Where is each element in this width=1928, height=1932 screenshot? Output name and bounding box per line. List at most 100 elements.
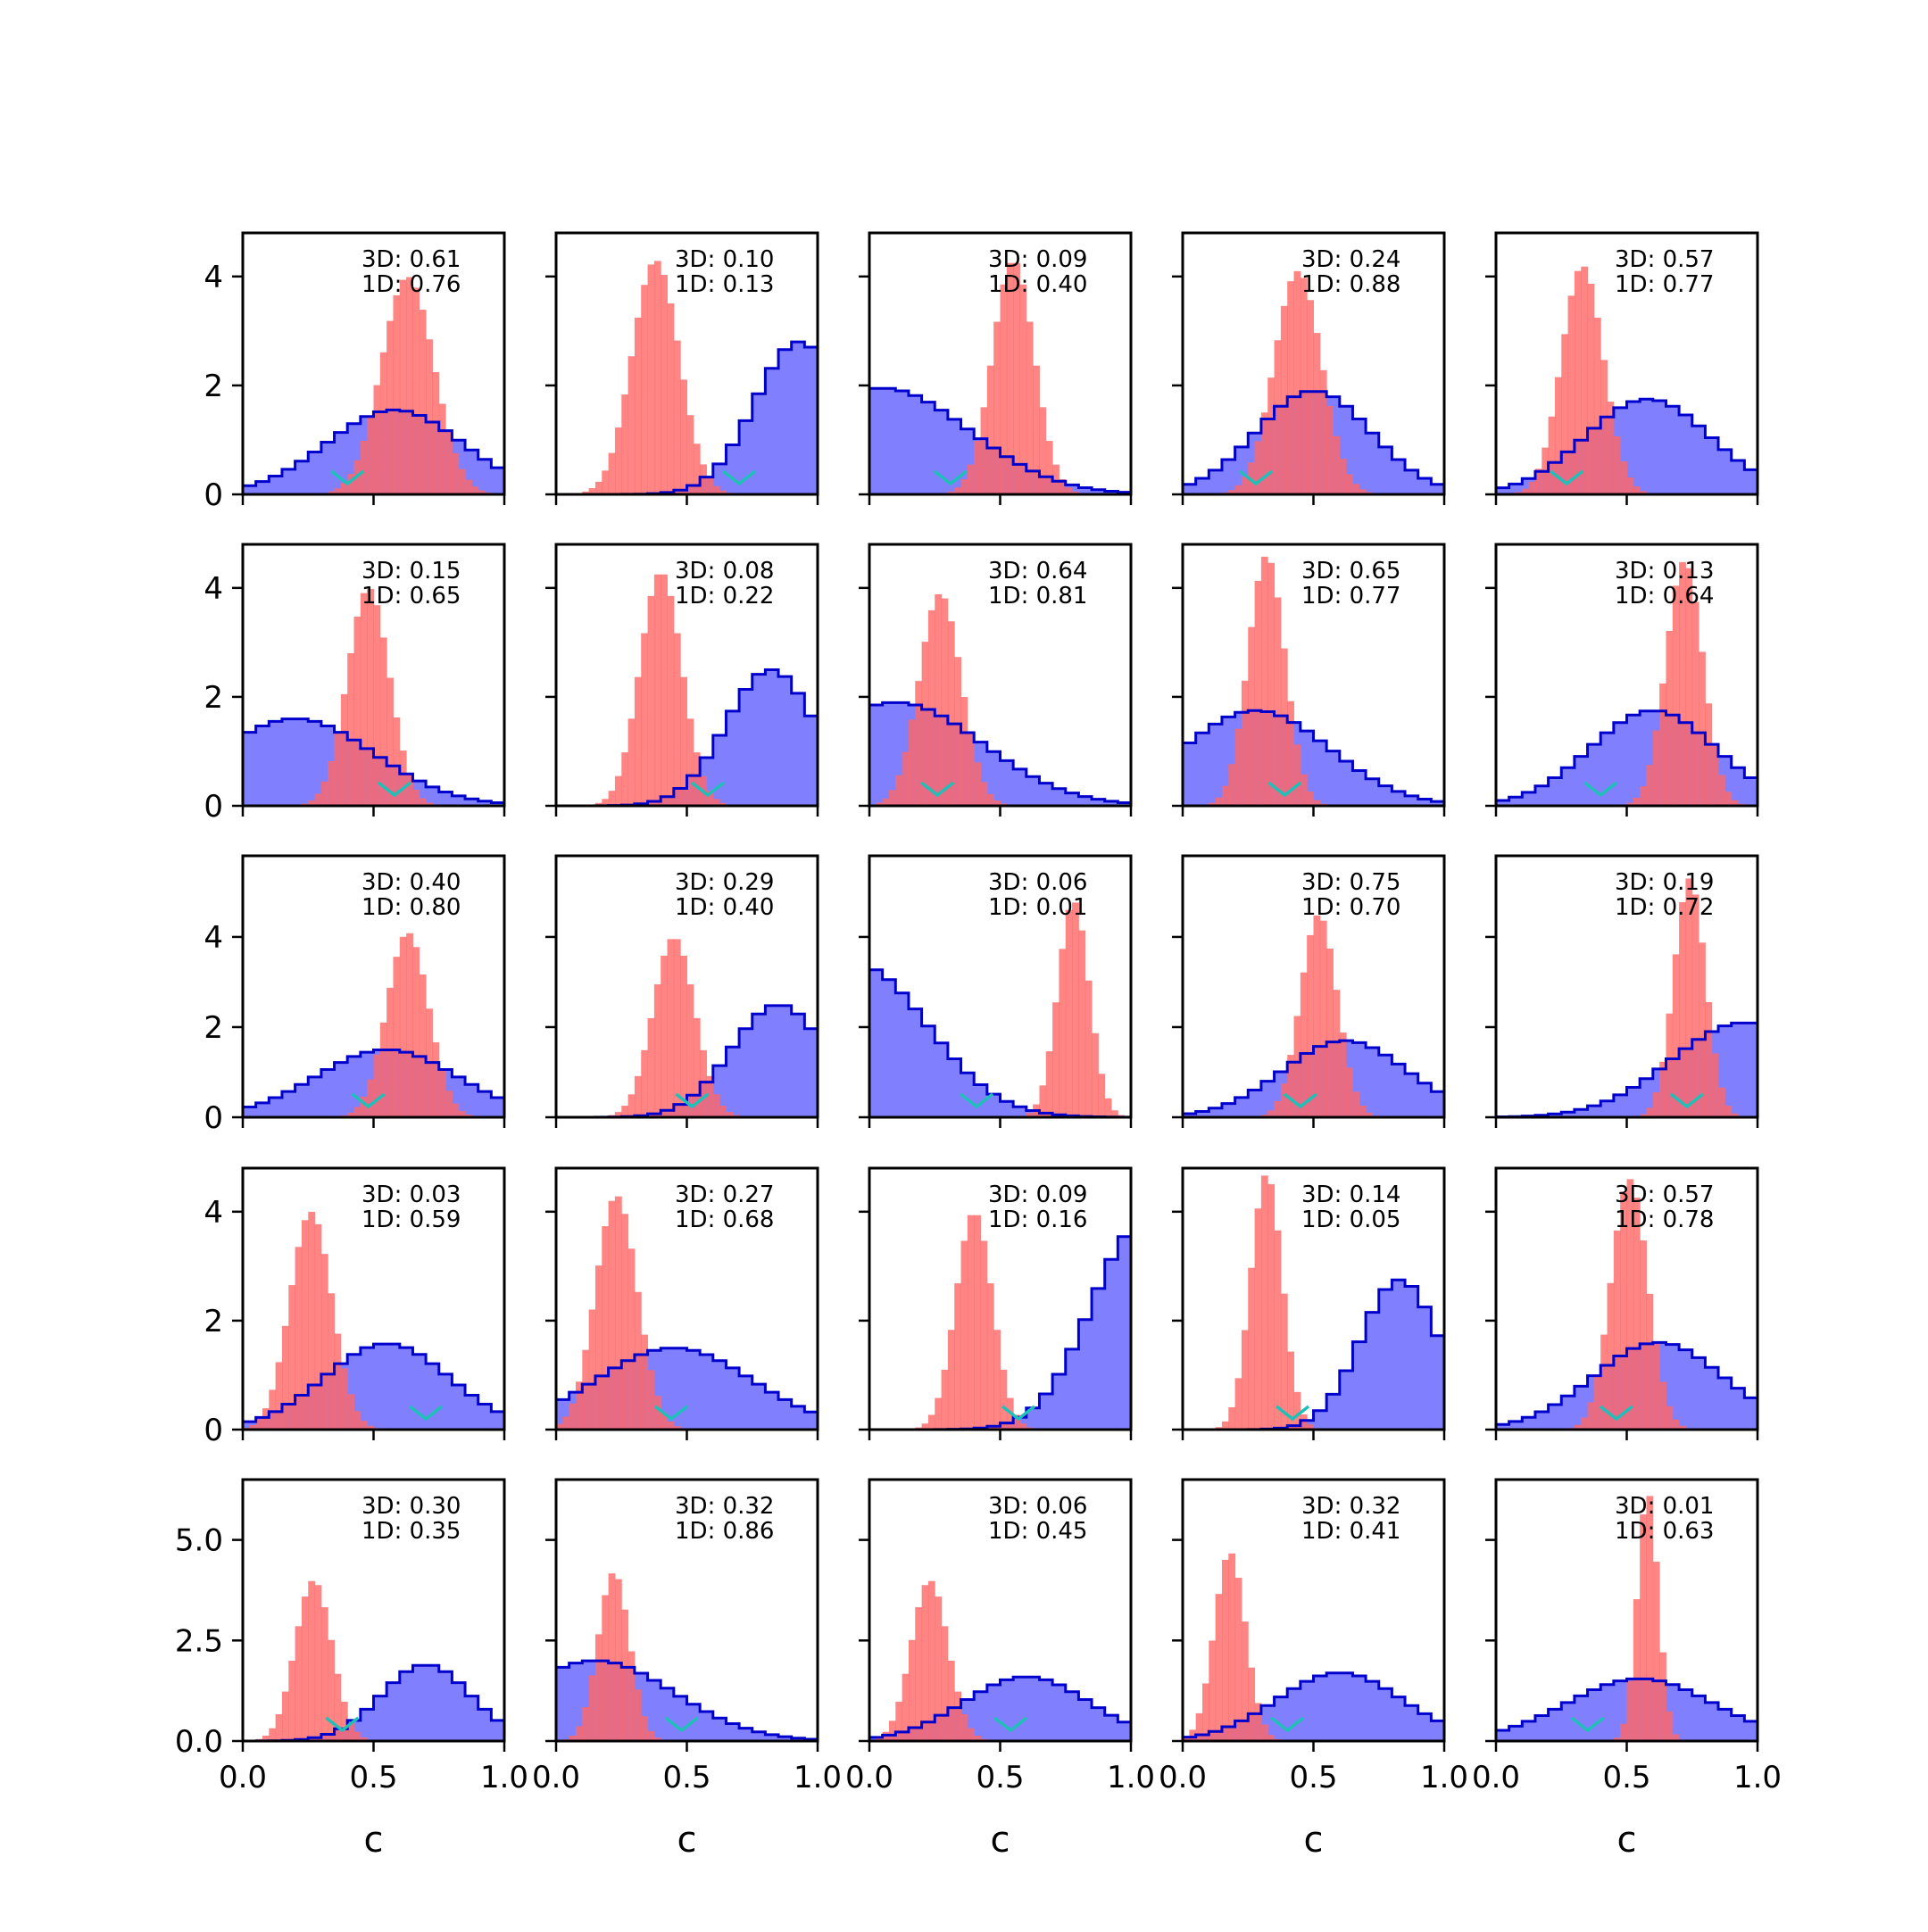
annotation-3d: 3D: 0.75 xyxy=(1301,869,1400,896)
posterior-bar xyxy=(1065,487,1073,494)
posterior-bar xyxy=(419,798,427,806)
posterior-bar xyxy=(262,1735,270,1741)
posterior-bar xyxy=(947,1660,955,1741)
posterior-bar xyxy=(1640,1114,1647,1117)
posterior-bar xyxy=(895,1701,903,1741)
plot-area xyxy=(869,902,1131,1117)
posterior-bar xyxy=(1346,1067,1353,1117)
posterior-bar xyxy=(661,574,669,806)
posterior-bar xyxy=(693,1017,701,1117)
x-tick-label: 1.0 xyxy=(480,1760,528,1795)
chevron-down-icon xyxy=(960,1092,994,1109)
annotation-1d: 1D: 0.86 xyxy=(675,1518,774,1545)
posterior-bar xyxy=(974,1215,982,1430)
posterior-bar xyxy=(667,595,675,806)
posterior-bar xyxy=(1098,1074,1106,1117)
posterior-bar xyxy=(1260,1724,1268,1741)
annotation-3d: 3D: 0.13 xyxy=(1615,558,1714,585)
posterior-bar xyxy=(1072,902,1079,1117)
posterior-bar xyxy=(680,379,687,494)
posterior-bar xyxy=(1221,1421,1229,1430)
posterior-bar xyxy=(1274,1230,1282,1430)
posterior-bar xyxy=(458,1110,466,1117)
posterior-bar xyxy=(412,947,420,1117)
posterior-bar xyxy=(1248,626,1256,806)
posterior-bar xyxy=(1260,556,1268,806)
plot-area xyxy=(1496,266,1758,494)
posterior-bar xyxy=(1607,402,1615,494)
posterior-bar xyxy=(653,1396,661,1430)
posterior-bar xyxy=(288,1285,296,1430)
posterior-bar xyxy=(438,403,446,494)
posterior-bar xyxy=(1633,797,1641,806)
posterior-bar xyxy=(386,320,394,494)
posterior-bar xyxy=(673,1426,681,1430)
x-axis-label: c xyxy=(991,1820,1010,1861)
posterior-bar xyxy=(347,1721,355,1741)
posterior-bar xyxy=(314,793,322,806)
posterior-bar xyxy=(353,616,362,806)
posterior-bar xyxy=(1234,728,1242,806)
annotation-3d: 3D: 0.29 xyxy=(675,869,774,896)
posterior-bar xyxy=(1280,1293,1288,1430)
posterior-bar xyxy=(1339,459,1347,494)
chevron-down-icon xyxy=(1267,781,1302,798)
y-tick-label: 4 xyxy=(204,1195,223,1231)
posterior-bar xyxy=(1640,786,1647,806)
posterior-bar xyxy=(1195,1712,1203,1741)
posterior-bar xyxy=(614,427,622,494)
annotation-1d: 1D: 0.41 xyxy=(1301,1518,1400,1545)
posterior-bar xyxy=(1613,1737,1621,1741)
posterior-bar xyxy=(627,1094,636,1117)
posterior-bar xyxy=(641,1049,649,1117)
posterior-bar xyxy=(653,1737,661,1741)
posterior-bar xyxy=(673,633,681,806)
posterior-bar xyxy=(960,479,968,494)
annotation-1d: 1D: 0.01 xyxy=(988,894,1087,921)
posterior-bar xyxy=(340,483,348,494)
posterior-bar xyxy=(719,490,727,494)
annotation-3d: 3D: 0.09 xyxy=(988,1182,1087,1208)
posterior-bar xyxy=(1646,1107,1654,1117)
posterior-bar xyxy=(908,1639,916,1741)
posterior-bar xyxy=(627,356,636,494)
prior-histogram-fill xyxy=(869,969,1131,1117)
posterior-bar xyxy=(641,633,649,806)
posterior-bar xyxy=(367,1425,374,1430)
posterior-bar xyxy=(686,984,694,1117)
posterior-bar xyxy=(1587,1402,1595,1430)
posterior-bar xyxy=(1267,1735,1276,1741)
annotation-3d: 3D: 0.01 xyxy=(1615,1493,1714,1520)
posterior-bar xyxy=(412,789,420,806)
posterior-bar xyxy=(1228,1553,1236,1741)
posterior-bar xyxy=(1059,479,1067,494)
chevron-down-icon xyxy=(1001,1405,1036,1422)
posterior-bar xyxy=(438,1070,446,1117)
x-tick-label: 0.0 xyxy=(1472,1760,1520,1795)
prior-histogram-outline xyxy=(556,1347,818,1414)
posterior-bar xyxy=(1626,802,1634,806)
posterior-bar xyxy=(954,1691,962,1741)
posterior-bar xyxy=(432,371,440,494)
posterior-bar xyxy=(301,1220,309,1430)
posterior-bar xyxy=(902,751,910,806)
posterior-bar xyxy=(1646,1293,1654,1430)
posterior-bar xyxy=(1705,1001,1713,1117)
posterior-bar xyxy=(1307,791,1314,806)
y-tick-label: 0 xyxy=(204,1100,223,1136)
posterior-bar xyxy=(588,488,596,494)
annotation-3d: 3D: 0.08 xyxy=(675,558,774,585)
prior-histogram-fill xyxy=(556,1005,818,1117)
annotation-1d: 1D: 0.70 xyxy=(1301,894,1400,921)
posterior-bar xyxy=(712,1094,720,1117)
posterior-bar xyxy=(1581,266,1589,494)
posterior-bar xyxy=(1254,1703,1262,1741)
